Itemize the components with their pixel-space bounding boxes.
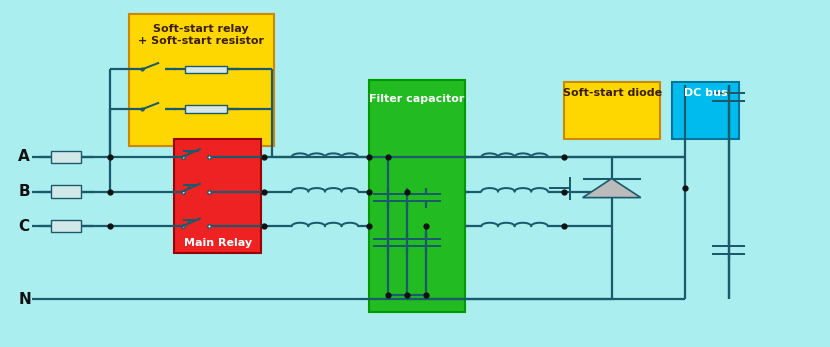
Bar [185, 66, 227, 73]
Text: B: B [18, 184, 30, 199]
Text: Soft-start relay
+ Soft-start resistor: Soft-start relay + Soft-start resistor [139, 24, 264, 46]
Text: C: C [18, 219, 29, 234]
Text: Filter capacitor: Filter capacitor [369, 94, 465, 104]
Bar [672, 82, 739, 139]
Text: DC bus: DC bus [684, 88, 727, 99]
Bar [51, 185, 81, 198]
Bar [51, 151, 81, 163]
Polygon shape [583, 178, 641, 198]
Bar [369, 80, 465, 312]
Bar [51, 220, 81, 232]
Text: A: A [18, 149, 30, 164]
Bar [185, 105, 227, 113]
Text: N: N [18, 291, 31, 307]
Text: Soft-start diode: Soft-start diode [563, 88, 662, 99]
Bar [174, 139, 261, 253]
Text: Main Relay: Main Relay [183, 238, 252, 248]
Bar [564, 82, 660, 139]
Bar [129, 14, 274, 146]
